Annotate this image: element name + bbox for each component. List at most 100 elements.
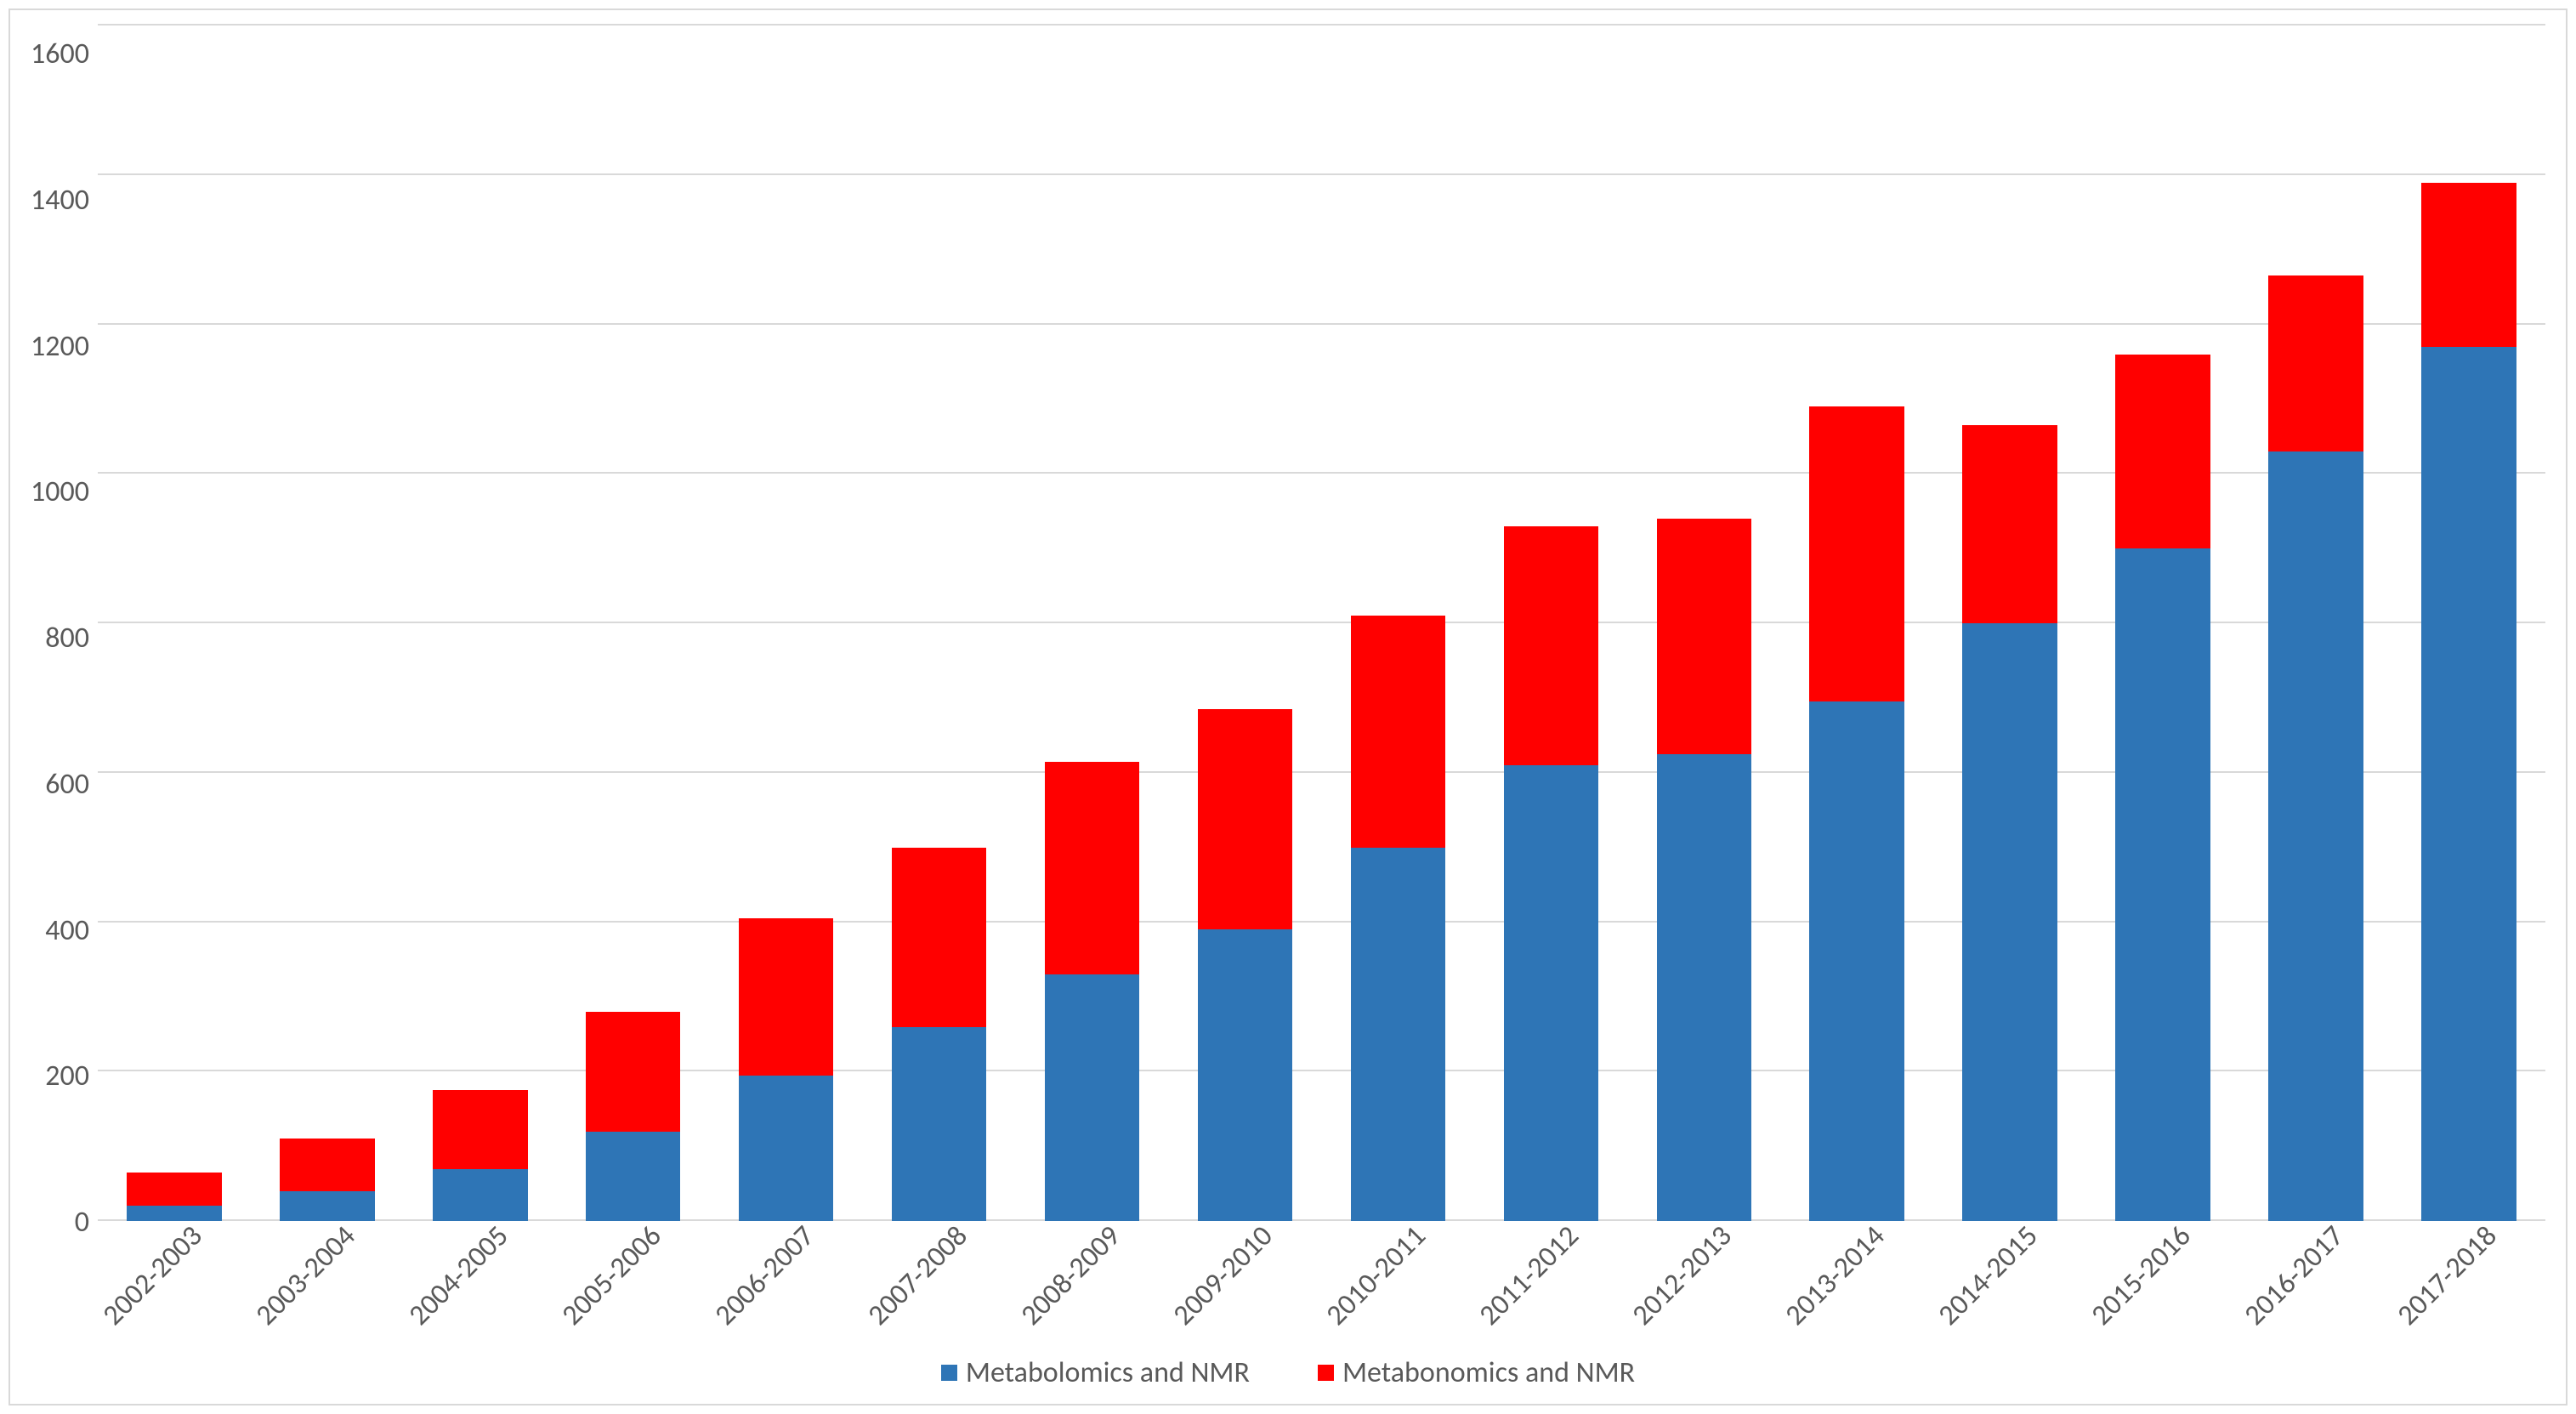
x-tick: 2008-2009	[1016, 1223, 1169, 1350]
bar-segment	[586, 1132, 681, 1221]
bar	[739, 26, 834, 1221]
plot-row: 16001400120010008006004002000	[31, 26, 2545, 1223]
x-tick: 2014-2015	[1933, 1223, 2086, 1350]
x-tick: 2015-2016	[2086, 1223, 2239, 1350]
bar-slot	[1169, 26, 1322, 1221]
bar-segment	[1045, 762, 1140, 974]
bar-segment	[1504, 765, 1599, 1221]
bar-segment	[586, 1012, 681, 1132]
chart-container: 16001400120010008006004002000 2002-20032…	[0, 0, 2576, 1414]
x-tick: 2005-2006	[557, 1223, 710, 1350]
x-tick-label: 2005-2006	[554, 1218, 668, 1332]
bar	[586, 26, 681, 1221]
x-tick: 2007-2008	[863, 1223, 1016, 1350]
bar-segment	[127, 1173, 222, 1207]
x-tick-label: 2013-2014	[1779, 1218, 1892, 1332]
x-axis-row: 2002-20032003-20042004-20052005-20062006…	[31, 1223, 2545, 1350]
x-tick-label: 2016-2017	[2238, 1218, 2352, 1332]
x-tick: 2010-2011	[1321, 1223, 1474, 1350]
bar	[2421, 26, 2516, 1221]
x-tick: 2009-2010	[1169, 1223, 1322, 1350]
bar-slot	[1321, 26, 1474, 1221]
bar-segment	[1045, 974, 1140, 1221]
bar	[280, 26, 375, 1221]
x-tick-label: 2014-2015	[1932, 1218, 2045, 1332]
bar	[2268, 26, 2363, 1221]
bar-slot	[251, 26, 404, 1221]
bar	[127, 26, 222, 1221]
legend: Metabolomics and NMRMetabonomics and NMR	[31, 1350, 2545, 1395]
y-tick-label: 1400	[31, 186, 89, 215]
bar-segment	[1198, 709, 1293, 929]
bar-segment	[1809, 406, 1904, 701]
x-tick: 2006-2007	[710, 1223, 863, 1350]
bar-segment	[127, 1206, 222, 1221]
x-tick-label: 2006-2007	[707, 1218, 821, 1332]
y-tick-label: 1200	[31, 332, 89, 361]
bar-segment	[739, 1076, 834, 1221]
legend-swatch	[1318, 1365, 1334, 1381]
bar-slot	[710, 26, 863, 1221]
bar-slot	[557, 26, 710, 1221]
legend-label: Metabolomics and NMR	[966, 1355, 1250, 1390]
bar-segment	[1351, 616, 1446, 847]
bar-segment	[2421, 347, 2516, 1221]
x-tick: 2002-2003	[98, 1223, 251, 1350]
y-tick-label: 600	[45, 770, 89, 799]
x-tick-label: 2008-2009	[1013, 1218, 1127, 1332]
bar-segment	[2115, 548, 2210, 1221]
x-tick-label: 2009-2010	[1166, 1218, 1280, 1332]
bar-slot	[1474, 26, 1627, 1221]
x-tick-label: 2015-2016	[2085, 1218, 2199, 1332]
bar-segment	[2115, 355, 2210, 548]
bar-segment	[2268, 451, 2363, 1221]
bar-segment	[433, 1090, 528, 1168]
bar-segment	[1504, 526, 1599, 765]
y-axis: 16001400120010008006004002000	[31, 26, 98, 1223]
x-tick-label: 2011-2012	[1472, 1218, 1586, 1332]
bar-segment	[1351, 848, 1446, 1221]
bar	[1962, 26, 2057, 1221]
bar-slot	[1780, 26, 1933, 1221]
bars-layer	[98, 26, 2545, 1221]
y-tick-label: 1600	[31, 40, 89, 69]
bar-slot	[2086, 26, 2239, 1221]
x-tick-label: 2002-2003	[96, 1218, 210, 1332]
x-tick: 2013-2014	[1780, 1223, 1933, 1350]
bar	[1809, 26, 1904, 1221]
bar-segment	[280, 1191, 375, 1221]
bar-segment	[892, 848, 987, 1027]
legend-swatch	[941, 1365, 957, 1381]
bar-segment	[739, 918, 834, 1076]
x-axis-spacer	[31, 1223, 98, 1350]
bar-slot	[404, 26, 557, 1221]
bar	[1657, 26, 1752, 1221]
x-tick: 2012-2013	[1627, 1223, 1780, 1350]
bar-slot	[863, 26, 1016, 1221]
x-tick: 2011-2012	[1474, 1223, 1627, 1350]
x-tick-label: 2012-2013	[1626, 1218, 1739, 1332]
x-tick-label: 2010-2011	[1319, 1218, 1433, 1332]
bar-segment	[433, 1169, 528, 1222]
bar-segment	[1809, 701, 1904, 1221]
bar-segment	[1198, 929, 1293, 1221]
bar	[1351, 26, 1446, 1221]
bar-slot	[2392, 26, 2545, 1221]
y-tick-label: 800	[45, 624, 89, 653]
bar-slot	[1016, 26, 1169, 1221]
bar-segment	[1962, 623, 2057, 1221]
bar-slot	[2239, 26, 2392, 1221]
bar	[1045, 26, 1140, 1221]
y-tick-label: 1000	[31, 478, 89, 507]
x-tick: 2016-2017	[2239, 1223, 2392, 1350]
y-tick-label: 400	[45, 917, 89, 946]
bar	[433, 26, 528, 1221]
bar	[2115, 26, 2210, 1221]
bar	[1198, 26, 1293, 1221]
bar-segment	[1962, 425, 2057, 623]
chart-border: 16001400120010008006004002000 2002-20032…	[9, 9, 2567, 1405]
x-tick-label: 2007-2008	[860, 1218, 974, 1332]
bar-segment	[2268, 275, 2363, 451]
x-tick-label: 2004-2005	[402, 1218, 516, 1332]
plot-area	[98, 26, 2545, 1223]
